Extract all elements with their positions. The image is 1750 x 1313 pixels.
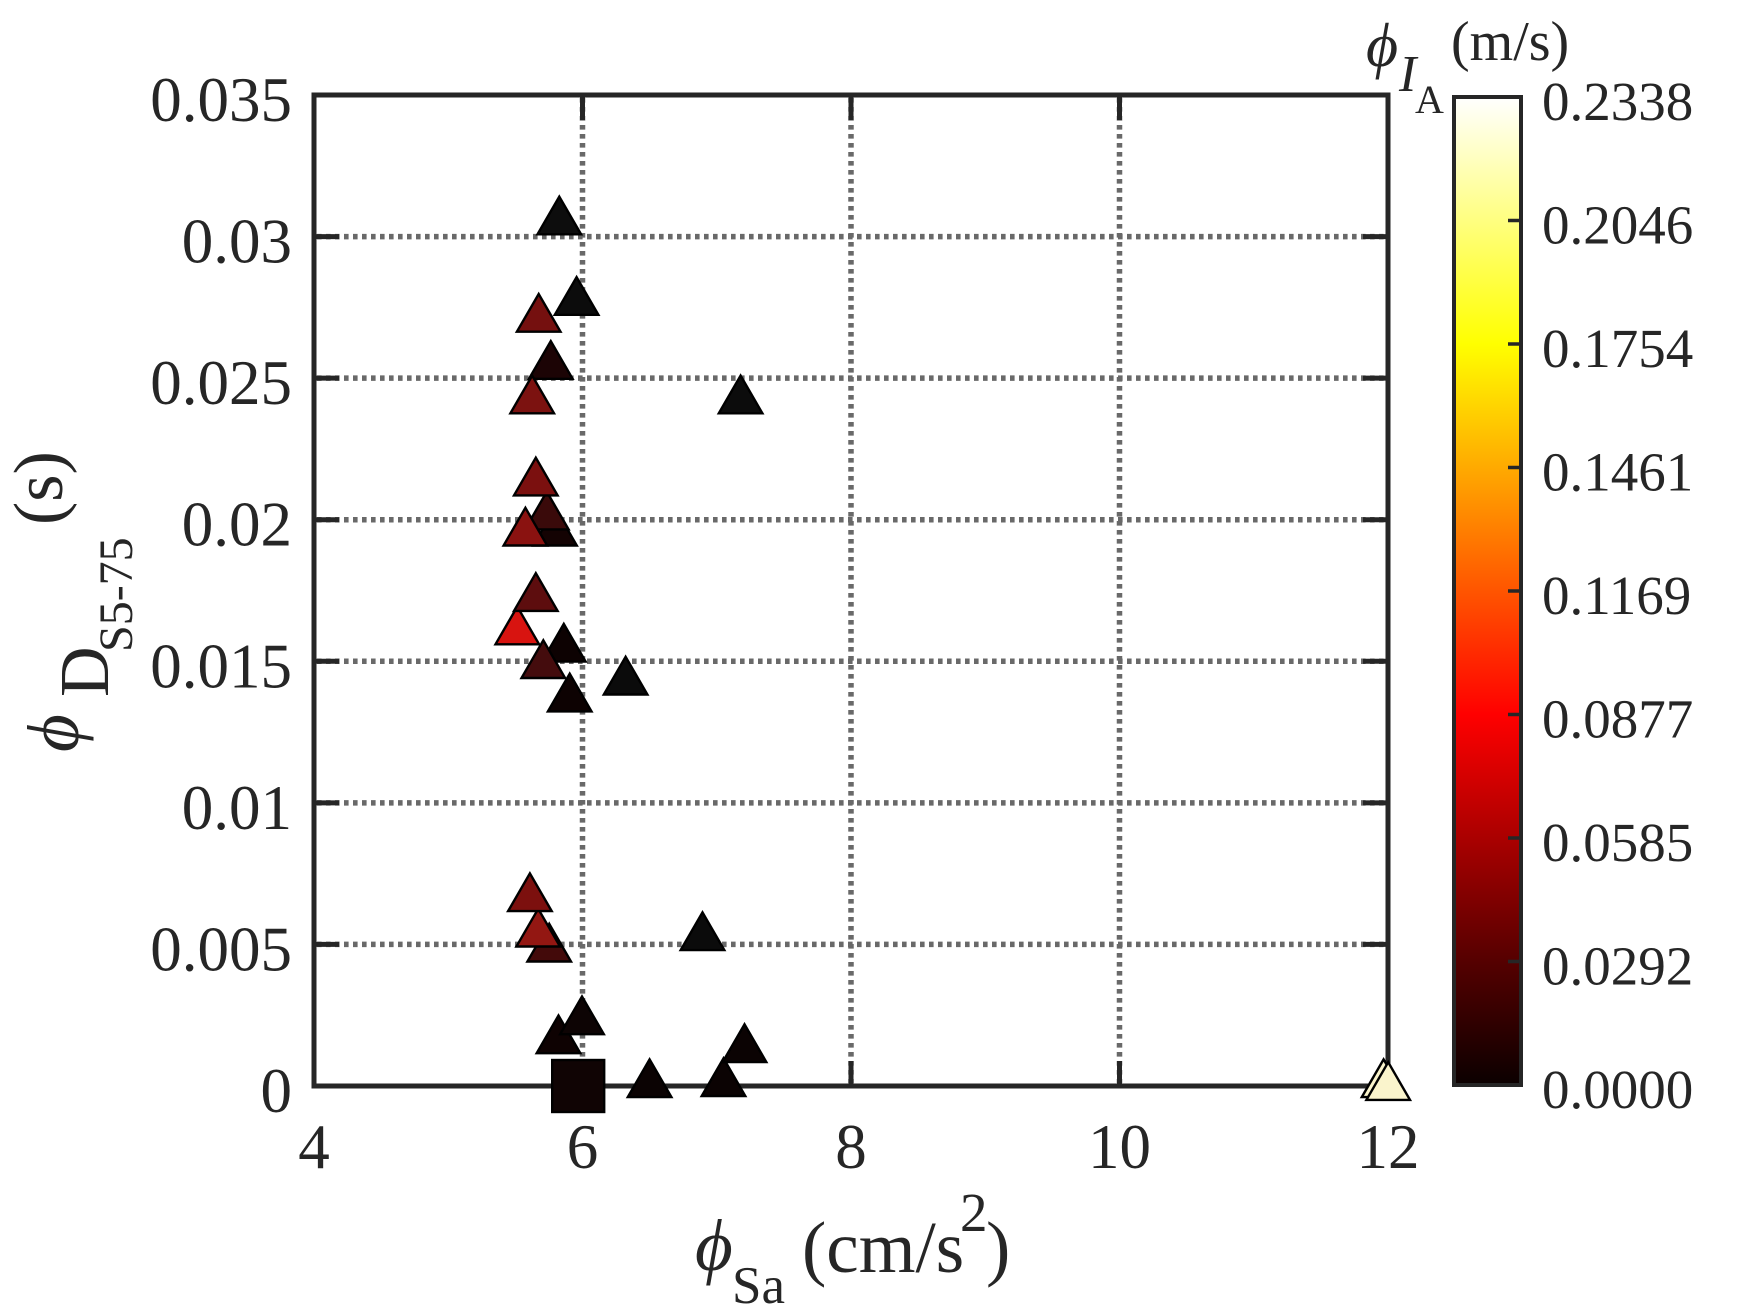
svg-text:D: D bbox=[47, 646, 124, 697]
svg-text:0.01: 0.01 bbox=[182, 773, 292, 843]
svg-text:0.2046: 0.2046 bbox=[1542, 195, 1693, 256]
svg-text:0.0585: 0.0585 bbox=[1542, 812, 1693, 873]
svg-text:A: A bbox=[1415, 77, 1444, 122]
svg-text:(cm/s: (cm/s bbox=[802, 1207, 964, 1288]
svg-text:0.015: 0.015 bbox=[150, 631, 292, 701]
svg-text:8: 8 bbox=[835, 1112, 867, 1182]
svg-text:(m/s): (m/s) bbox=[1451, 11, 1569, 73]
svg-text:0.1754: 0.1754 bbox=[1542, 318, 1693, 379]
svg-text:ϕ: ϕ bbox=[695, 1205, 733, 1286]
svg-text:0.035: 0.035 bbox=[150, 65, 292, 135]
svg-text:(s): (s) bbox=[1, 451, 78, 525]
svg-text:Sa: Sa bbox=[732, 1257, 785, 1313]
svg-text:0.025: 0.025 bbox=[150, 348, 292, 418]
svg-text:12: 12 bbox=[1357, 1112, 1420, 1182]
svg-text:I: I bbox=[1398, 46, 1419, 103]
svg-text:ϕ: ϕ bbox=[13, 714, 94, 752]
svg-text:0.03: 0.03 bbox=[182, 207, 292, 277]
svg-text:0: 0 bbox=[261, 1056, 293, 1126]
svg-text:0.2338: 0.2338 bbox=[1542, 71, 1693, 132]
svg-text:0.0877: 0.0877 bbox=[1542, 689, 1693, 750]
svg-text:0.1169: 0.1169 bbox=[1542, 565, 1691, 626]
svg-text:0.005: 0.005 bbox=[150, 914, 292, 984]
svg-text:10: 10 bbox=[1088, 1112, 1151, 1182]
svg-text:ϕ: ϕ bbox=[1366, 12, 1398, 80]
svg-text:0.02: 0.02 bbox=[182, 490, 292, 560]
svg-text:0.0000: 0.0000 bbox=[1542, 1059, 1693, 1120]
svg-text:): ) bbox=[986, 1207, 1010, 1288]
svg-text:2: 2 bbox=[960, 1182, 988, 1243]
svg-text:4: 4 bbox=[298, 1112, 330, 1182]
svg-text:6: 6 bbox=[567, 1112, 599, 1182]
svg-text:0.0292: 0.0292 bbox=[1542, 936, 1693, 997]
svg-text:0.1461: 0.1461 bbox=[1542, 442, 1693, 503]
svg-text:S5-75: S5-75 bbox=[90, 537, 143, 652]
